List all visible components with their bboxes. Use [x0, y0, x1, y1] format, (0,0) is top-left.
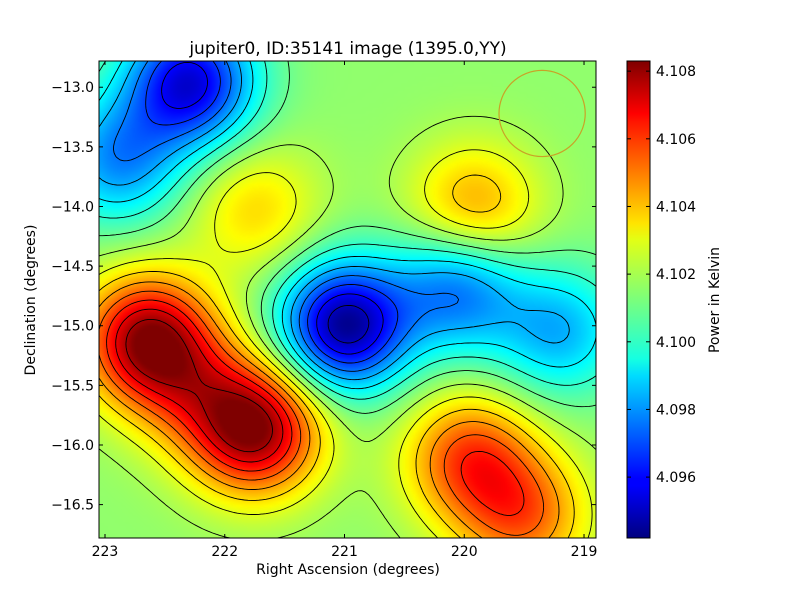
- y-tick-label: −15.0: [51, 319, 94, 335]
- contour-line: [99, 281, 560, 538]
- beam-circle: [498, 69, 586, 158]
- colorbar-tick-label: 4.100: [656, 335, 696, 351]
- x-tick-label: 220: [451, 544, 478, 560]
- y-tick-label: −13.0: [51, 80, 94, 96]
- colorbar-tick-label: 4.108: [656, 64, 696, 80]
- contour-line: [106, 299, 525, 516]
- y-tick-label: −13.5: [51, 140, 94, 156]
- plot-frame: [98, 60, 597, 539]
- y-tick-label: −14.0: [51, 199, 94, 215]
- y-tick-label: −15.5: [51, 378, 94, 394]
- contour-line: [161, 61, 384, 355]
- contour-line: [125, 318, 273, 453]
- colorbar-tick-label: 4.102: [656, 267, 696, 283]
- y-tick-label: −16.0: [51, 438, 94, 454]
- y-tick-label: −16.5: [51, 498, 94, 514]
- x-axis-label: Right Ascension (degrees): [256, 562, 440, 578]
- colorbar-tick-label: 4.098: [656, 402, 696, 418]
- contour-line: [115, 308, 284, 463]
- contour-line: [99, 115, 596, 538]
- contour-lines: [99, 61, 596, 538]
- x-tick-label: 223: [92, 544, 119, 560]
- contour-line: [99, 61, 596, 390]
- contour-line: [99, 174, 575, 538]
- contour-line: [99, 290, 545, 536]
- contour-line: [327, 304, 370, 344]
- chart-title: jupiter0, ID:35141 image (1395.0,YY): [188, 39, 506, 59]
- contour-line: [145, 61, 399, 364]
- contour-line: [113, 61, 460, 372]
- x-tick-label: 219: [571, 544, 598, 560]
- y-tick-label: −14.5: [51, 259, 94, 275]
- x-tick-label: 222: [211, 544, 238, 560]
- colorbar-tick-label: 4.104: [656, 199, 696, 215]
- y-axis-label: Declination (degrees): [23, 225, 39, 376]
- colorbar-tick-label: 4.106: [656, 132, 696, 148]
- colorbar-label: Power in Kelvin: [707, 247, 723, 353]
- colorbar-tick-label: 4.096: [656, 470, 696, 486]
- colorbar: [626, 60, 651, 539]
- contour-line: [99, 149, 593, 538]
- x-tick-label: 221: [331, 544, 358, 560]
- contour-line: [99, 61, 570, 381]
- contour-line: [99, 61, 596, 414]
- heatmap-image: [99, 61, 596, 538]
